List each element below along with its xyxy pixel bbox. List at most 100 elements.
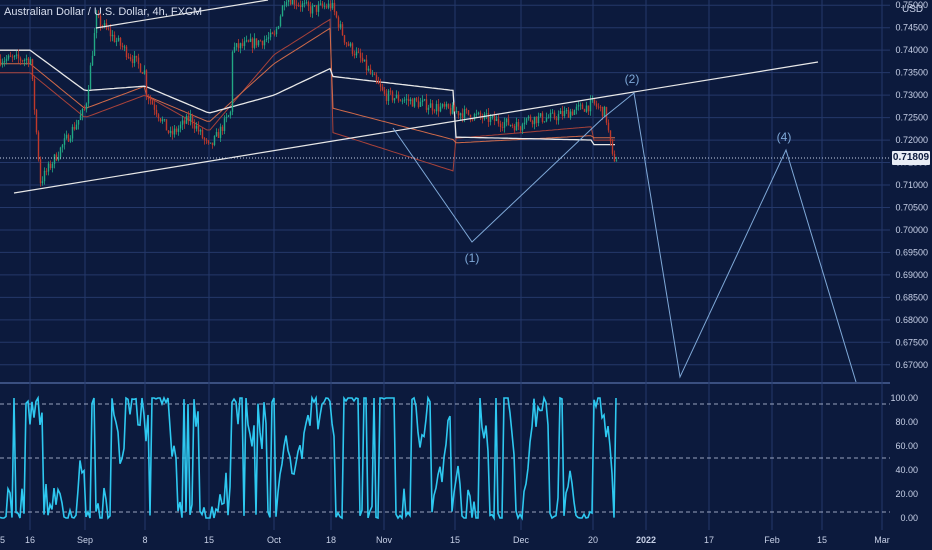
- candle-body: [263, 39, 266, 46]
- candle-body: [67, 134, 70, 142]
- time-tick: Oct: [267, 535, 282, 545]
- candle-body: [299, 5, 302, 8]
- candle-body: [369, 68, 372, 74]
- candle-body: [61, 144, 64, 148]
- candle-body: [579, 104, 582, 106]
- candle-body: [473, 114, 476, 120]
- candle-body: [205, 139, 208, 141]
- candle-body: [447, 103, 450, 109]
- trendline[interactable]: [13, 61, 819, 194]
- candle-body: [411, 99, 414, 107]
- candle-body: [437, 104, 440, 112]
- candle-body: [223, 118, 226, 131]
- candle-body: [121, 45, 124, 48]
- candle-body: [471, 119, 474, 121]
- candle-body: [557, 114, 560, 121]
- candle-body: [145, 70, 148, 97]
- candle-body: [347, 43, 350, 46]
- candle-body: [485, 113, 488, 115]
- candle-body: [59, 147, 62, 158]
- candle-body: [275, 28, 278, 35]
- candle-body: [315, 5, 318, 12]
- candle-body: [191, 114, 194, 125]
- candle-body: [251, 38, 254, 48]
- candle-body: [79, 115, 82, 121]
- candle-body: [189, 114, 192, 122]
- price-tick: 0.70500: [895, 202, 928, 212]
- candle-body: [305, 2, 308, 4]
- currency-label: USD: [902, 4, 924, 15]
- candle-body: [523, 122, 526, 125]
- oscillator-axis[interactable]: 100.00 80.00 60.00 40.00 20.00 0.00: [890, 393, 918, 523]
- candle-body: [33, 79, 36, 110]
- price-tick: 0.73500: [895, 68, 928, 78]
- candle-body: [107, 28, 110, 30]
- candle-body: [285, 1, 288, 6]
- price-axis[interactable]: 0.75000 0.74500 0.74000 0.73500 0.73000 0.725…: [895, 0, 928, 370]
- candle-body: [461, 113, 464, 119]
- candle-body: [159, 118, 162, 122]
- candle-body: [567, 109, 570, 118]
- candle-body: [553, 112, 556, 119]
- candle-body: [259, 40, 262, 42]
- candle-body: [383, 90, 386, 94]
- candle-body: [279, 16, 282, 27]
- wave-label: (2): [625, 72, 640, 86]
- candle-body: [175, 128, 178, 132]
- candle-body: [535, 116, 538, 124]
- candle-body: [593, 99, 596, 104]
- candle-body: [165, 119, 168, 131]
- candle-body: [499, 123, 502, 128]
- candle-body: [333, 2, 336, 12]
- candle-body: [459, 113, 462, 116]
- candle-body: [129, 57, 132, 60]
- candle-body: [403, 99, 406, 101]
- time-axis[interactable]: 16 Sep 8 15 Oct 18 Nov 15 Dec 20 2022 17 Feb 15 Mar 15: [0, 535, 890, 545]
- candle-body: [239, 43, 242, 49]
- oscillator-pane: [0, 384, 932, 550]
- candle-body: [571, 111, 574, 115]
- candle-body: [607, 122, 610, 131]
- candle-body: [323, 6, 326, 8]
- candle-body: [195, 126, 198, 129]
- candle-body: [539, 113, 542, 117]
- candle-body: [381, 86, 384, 91]
- candle-body: [611, 141, 614, 154]
- price-tick: 0.74000: [895, 45, 928, 55]
- wave-projection-path[interactable]: [392, 92, 857, 383]
- candle-body: [217, 132, 220, 138]
- trendline[interactable]: [95, 0, 269, 29]
- candle-body: [507, 118, 510, 126]
- candle-body: [525, 118, 528, 123]
- candle-body: [23, 59, 26, 62]
- candle-body: [391, 91, 394, 101]
- time-tick: 15: [0, 535, 5, 545]
- price-tick: 0.72000: [895, 135, 928, 145]
- candle-body: [81, 108, 84, 116]
- candle-body: [457, 111, 460, 116]
- candle-body: [533, 116, 536, 125]
- candle-body: [603, 106, 606, 117]
- oscillator-tick: 60.00: [895, 441, 918, 451]
- candle-body: [169, 130, 172, 133]
- candle-body: [7, 55, 10, 59]
- time-tick: 16: [25, 535, 35, 545]
- candle-body: [575, 106, 578, 111]
- wave-projection: (1) (2) (4): [392, 72, 857, 383]
- candle-body: [13, 55, 16, 58]
- candle-body: [249, 38, 252, 42]
- candle-body: [561, 111, 564, 117]
- candle-body: [203, 138, 206, 140]
- candle-body: [597, 106, 600, 108]
- price-tick: 0.72500: [895, 113, 928, 123]
- candle-body: [247, 40, 250, 42]
- candle-body: [177, 128, 180, 132]
- moving-averages: [0, 18, 615, 172]
- candle-body: [405, 98, 408, 100]
- candle-body: [445, 103, 448, 107]
- candle-body: [0, 59, 2, 65]
- candle-body: [293, 0, 296, 5]
- candle-body: [183, 120, 186, 124]
- candle-body: [41, 181, 44, 184]
